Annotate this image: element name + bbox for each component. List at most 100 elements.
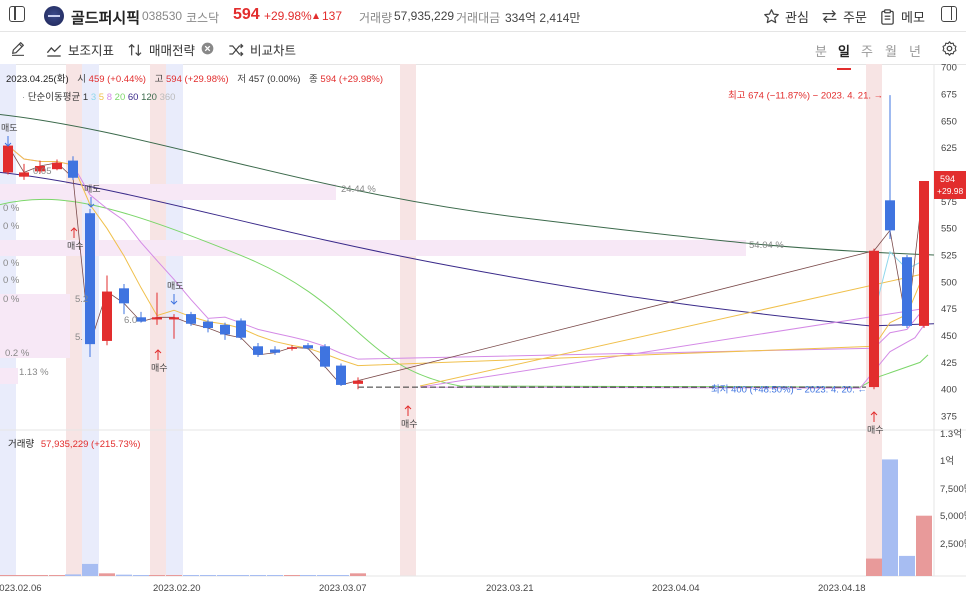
period-day[interactable]: 일 (837, 41, 851, 70)
x-tick-label: 2023.03.21 (486, 583, 534, 594)
candle-body (186, 314, 196, 324)
pct-zone (0, 240, 746, 256)
volume-bar (350, 573, 366, 576)
period-month[interactable]: 월 (885, 44, 897, 59)
y-tick-label: 675 (941, 90, 957, 101)
y-tick-label: 475 (941, 304, 957, 315)
ohlc-open-label: 시 (77, 74, 87, 85)
y-tick-label: 550 (941, 224, 957, 235)
candle-body (3, 145, 13, 173)
volume-tick-label: 1.3억 (940, 428, 962, 440)
ohlc-high: 594 (+29.98%) (166, 74, 229, 85)
sidebar-toggle-icon[interactable] (9, 6, 25, 22)
ohlc-date: 2023.04.25(화) (6, 74, 69, 85)
company-logo (44, 6, 64, 26)
ma8-line (7, 145, 929, 389)
ma20-line (0, 198, 929, 388)
x-tick-label: 2023.03.07 (319, 583, 367, 594)
period-minute[interactable]: 분 (815, 44, 827, 59)
candle-body (220, 324, 230, 335)
signal-band (400, 64, 416, 576)
y-tick-label: 425 (941, 358, 957, 369)
change-amount: 137 (313, 9, 342, 23)
candle-body (85, 213, 95, 345)
percent-label: 5.2 (75, 294, 88, 305)
candle-body (303, 345, 313, 349)
pencil-icon[interactable] (10, 40, 26, 56)
shuffle-icon (229, 43, 244, 56)
percent-label: 0 % (3, 275, 20, 286)
candle-body (885, 200, 895, 231)
right-panel-toggle-icon[interactable] (941, 6, 957, 22)
candle-body (52, 162, 62, 170)
period-year[interactable]: 년 (909, 44, 921, 59)
memo-label: 메모 (901, 10, 925, 25)
chart-toolbar: 보조지표 매매전략 비교차트 분 일 주 월 년 (0, 32, 966, 70)
percent-label: 1.13 % (19, 367, 49, 378)
top-bar: 골드퍼시픽 038530 코스닥 594 +29.98% 137 거래량 57,… (0, 0, 966, 32)
candle-body (353, 380, 363, 384)
amount-label: 거래대금 (456, 11, 501, 25)
ma-1: 1 (82, 92, 89, 103)
gear-icon[interactable] (941, 40, 958, 57)
percent-label: 5. (75, 332, 83, 343)
ma60-line (0, 171, 935, 327)
percent-label: 24.44 % (341, 184, 376, 195)
percent-label: 0 % (3, 258, 20, 269)
volume-bar (200, 575, 216, 576)
indicator-icon (46, 44, 62, 57)
order-button[interactable]: 주문 (821, 7, 867, 26)
volume-bar (16, 575, 32, 576)
low-annotation: 최저 400 (+48.50%) − 2023. 4. 20. ← (711, 385, 867, 396)
volume-bar (65, 574, 81, 576)
strategy-label: 매매전략 (149, 44, 196, 58)
memo-button[interactable]: 메모 (879, 7, 925, 26)
candlestick-chart[interactable]: 7006756506256005755505255004754504254003… (0, 64, 966, 601)
volume-tick-label: 2,500만 (940, 539, 966, 550)
volume-bar (133, 575, 149, 576)
last-price-pct: +29.98 (937, 186, 964, 196)
y-tick-label: 650 (941, 116, 957, 127)
candle-body (35, 165, 45, 172)
signal-band (150, 64, 166, 576)
percent-label: 54.04 % (749, 240, 784, 251)
close-circle-icon[interactable] (201, 42, 214, 55)
volume-bar (82, 563, 98, 576)
candle-body (203, 321, 213, 329)
buy-signal-label: 매수 (401, 419, 418, 429)
period-week[interactable]: 주 (861, 44, 873, 59)
y-tick-label: 525 (941, 251, 957, 262)
volume-bar (116, 574, 132, 576)
compare-button[interactable]: 비교차트 (228, 40, 296, 59)
market-name: 코스닥 (186, 11, 220, 25)
ma-60: 60 (127, 92, 139, 103)
volume-tick-label: 1억 (940, 455, 954, 467)
volume-bar (183, 575, 199, 576)
ohlc-close: 594 (+29.98%) (320, 74, 384, 85)
volume-bar (882, 459, 898, 576)
stock-name: 골드퍼시픽 (71, 10, 141, 27)
candle-body (253, 346, 263, 355)
y-tick-label: 375 (941, 412, 957, 423)
indicator-button[interactable]: 보조지표 (46, 40, 114, 59)
volume-bar (866, 558, 882, 576)
buy-arrow (70, 227, 78, 238)
volume-tick-label: 5,000만 (940, 511, 966, 522)
x-tick-label: 2023.02.20 (153, 583, 201, 594)
pct-zone (0, 368, 18, 384)
volume-bar (916, 515, 932, 576)
volume-bar (300, 575, 316, 576)
strategy-button[interactable]: 매매전략 (127, 40, 195, 59)
clipboard-icon (881, 8, 894, 25)
star-icon (764, 9, 779, 24)
ohlc-legend: 2023.04.25(화) 시 459 (+0.44%) 고 594 (+29.… (6, 71, 383, 85)
ohlc-low: 457 (0.00%) (248, 74, 301, 85)
volume-label: 거래량 (359, 11, 393, 25)
pct-zone (0, 294, 70, 358)
change-percent: +29.98% (264, 9, 312, 23)
candle-body (320, 346, 330, 367)
x-tick-label: 2023.04.18 (818, 583, 866, 594)
ohlc-close-label: 종 (309, 74, 318, 85)
volume-bar (32, 575, 48, 576)
watch-button[interactable]: 관심 (763, 7, 809, 26)
